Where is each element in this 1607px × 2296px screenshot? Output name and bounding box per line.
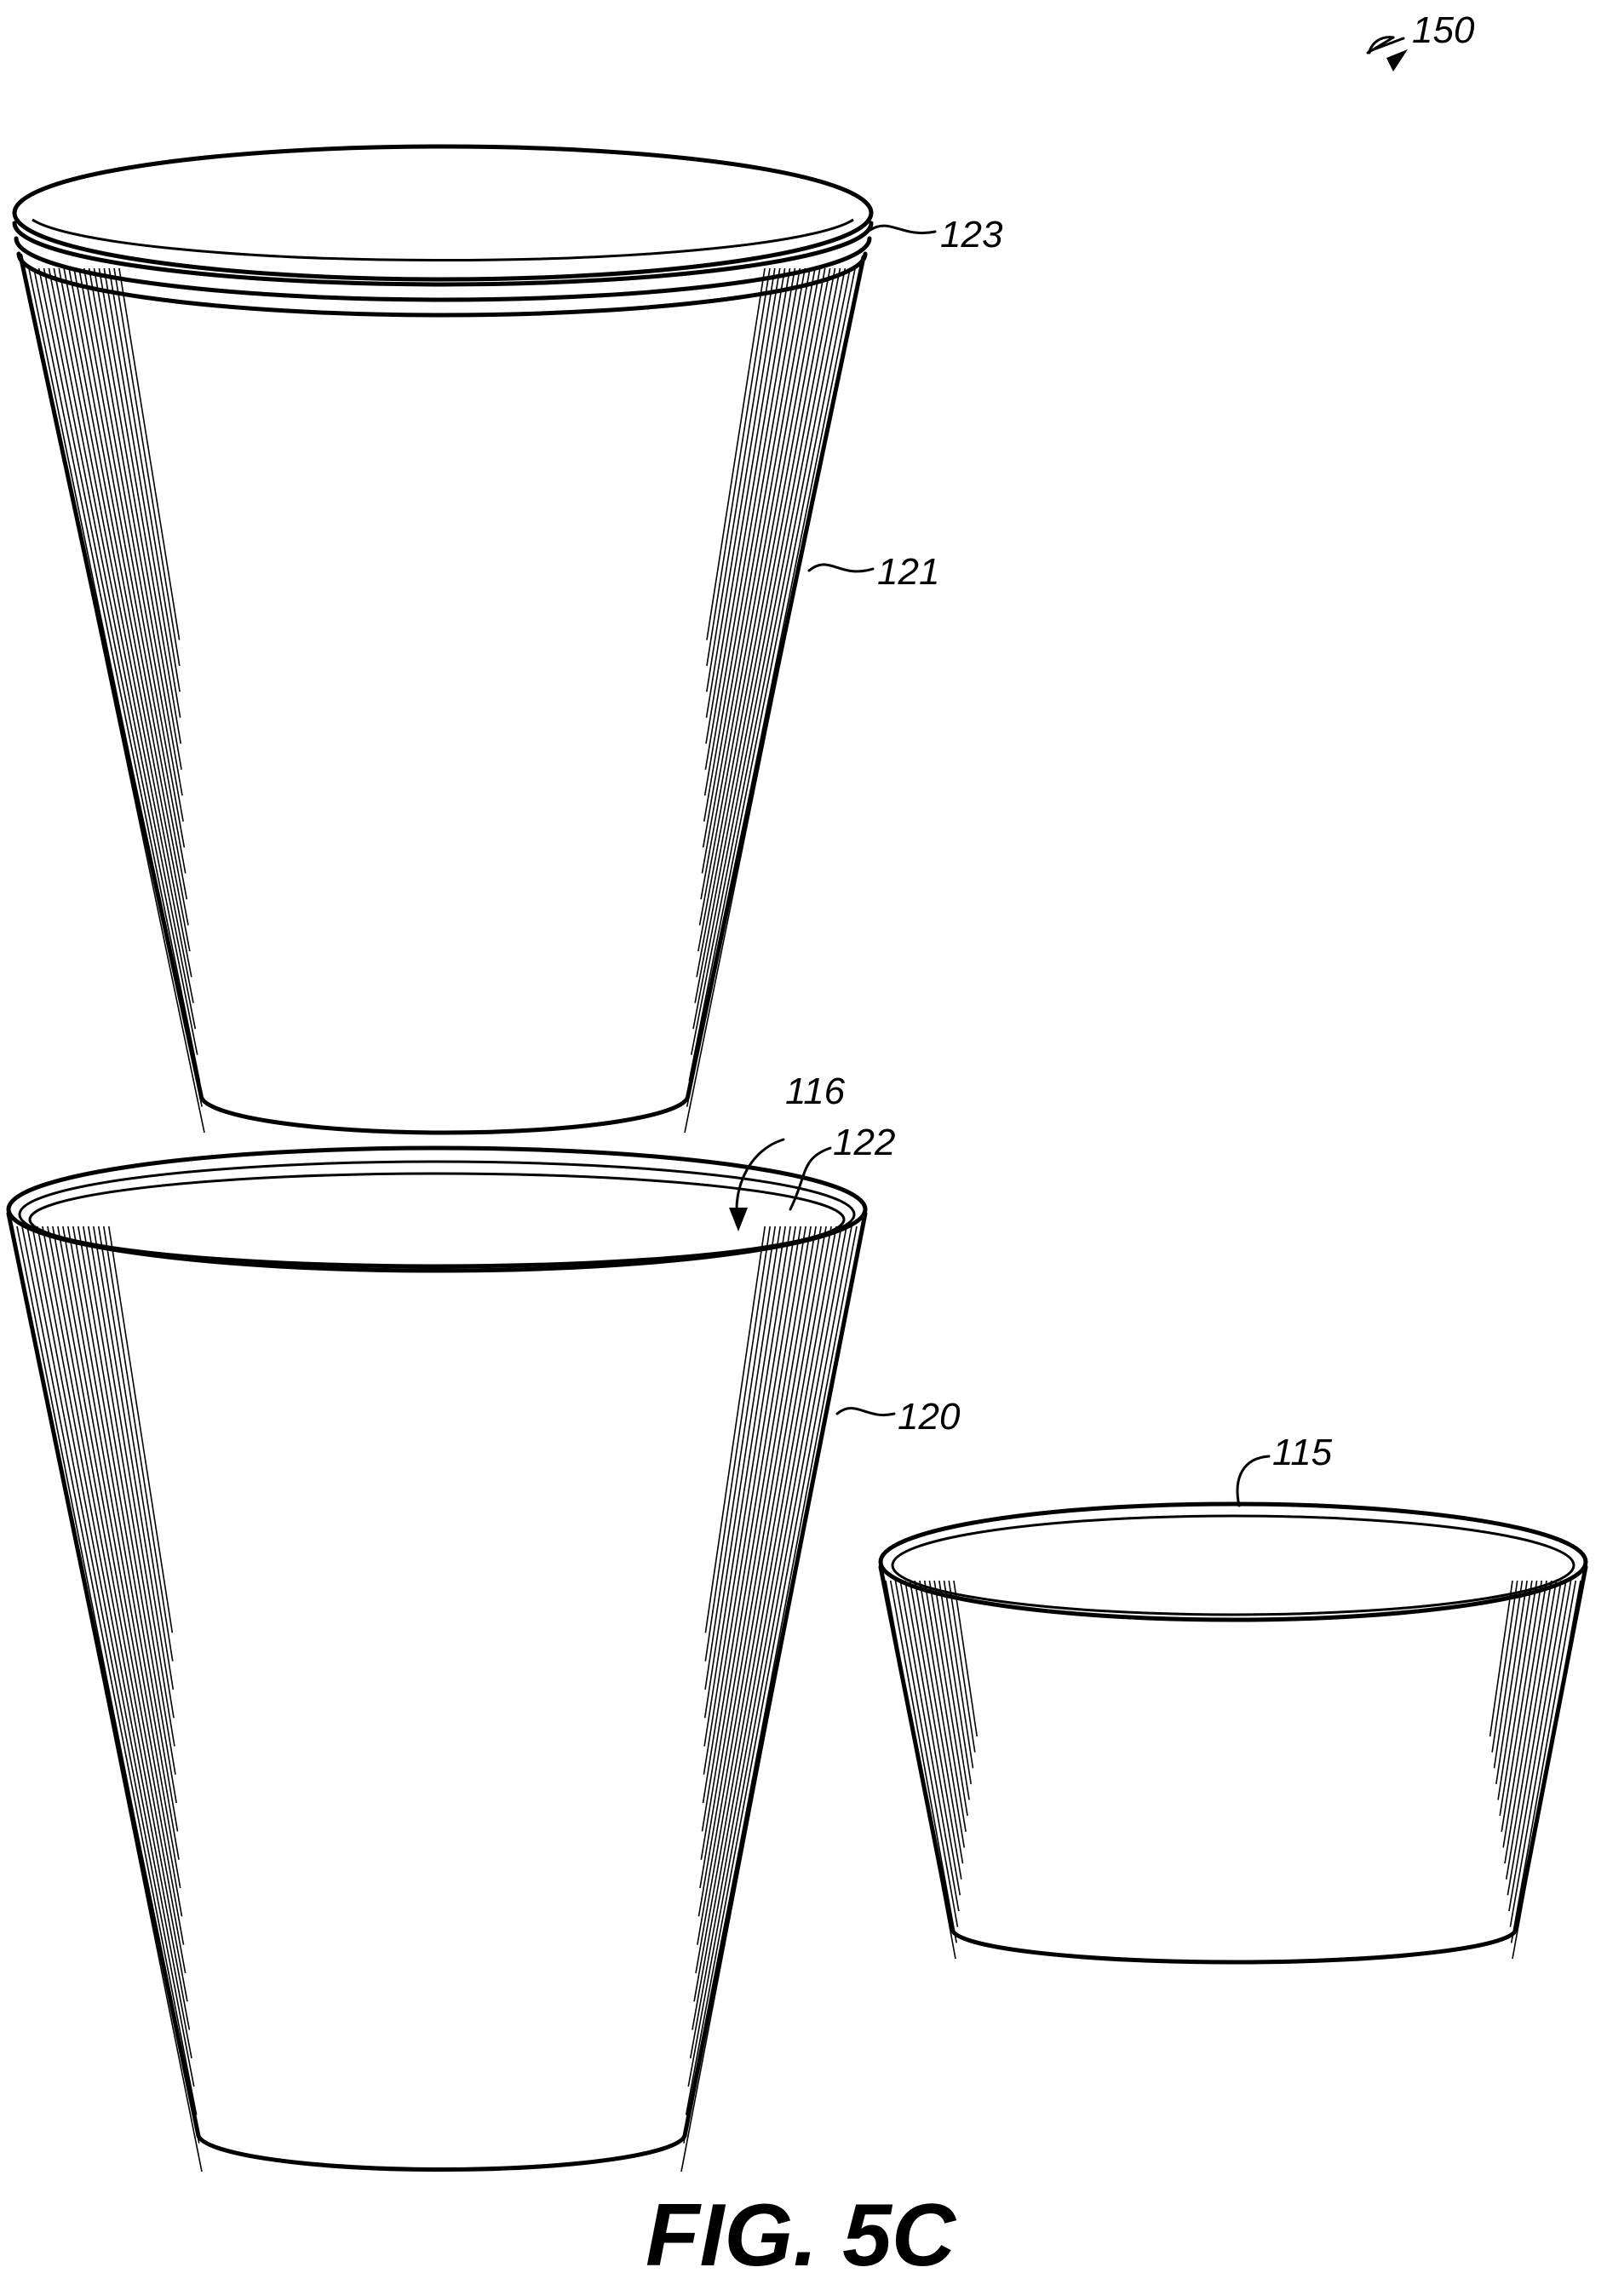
bowl-base [952,1929,1516,1962]
upper-cup-left-wall [20,255,201,1095]
shading-stroke [697,268,830,977]
shading-stroke [1490,1581,1512,1736]
bowl [881,1504,1586,1962]
shading-stroke [705,268,789,770]
shading-stroke [707,268,765,640]
lower-cup-rim-ring-2 [30,1174,844,1266]
shading-stroke [688,1226,847,2086]
shading-stroke [705,1226,781,1718]
shading-stroke [698,268,825,951]
lower-cup [9,1148,865,2172]
shading-stroke [692,268,846,1055]
shading-stroke [49,268,193,1003]
shading-stroke [934,1581,969,1800]
bowl-shading [886,1581,1581,1959]
bowl-rim-outer [881,1504,1586,1620]
label-122: 122 [833,1122,895,1163]
shading-stroke [73,1226,178,1831]
label-115: 115 [1272,1432,1333,1473]
shading-stroke [703,1226,796,1803]
shading-stroke [701,1226,806,1860]
shading-stroke [696,1226,826,1973]
shading-stroke [99,1226,174,1690]
shading-stroke [706,268,779,718]
upper-cup-shading [24,268,860,1133]
upper-cup-inner-rim [32,220,853,261]
shading-stroke [703,1226,790,1775]
figure-title: FIG. 5C [646,2186,957,2285]
upper-cup-base [201,1095,688,1133]
lower-cup-left-wall [9,1214,198,2136]
shading-stroke [69,268,187,899]
arrow-116-head [729,1208,748,1231]
leader-115 [1237,1456,1269,1506]
shading-stroke [104,1226,173,1662]
lower-cup-base [198,2136,685,2170]
shading-stroke [698,1226,816,1916]
leader-123 [870,226,935,233]
shading-stroke [53,1226,184,1945]
label-123: 123 [940,214,1003,255]
shading-stroke [79,268,185,847]
shading-stroke [39,268,198,1055]
shading-stroke [27,1226,194,2086]
shading-stroke [1498,1581,1532,1800]
shading-stroke [954,1581,977,1736]
shading-stroke [707,268,775,692]
arrow-150-head [1386,49,1408,72]
upper-cup-rim-band-1 [14,223,871,284]
shading-stroke [109,1226,173,1633]
label-116: 116 [785,1071,846,1112]
label-120: 120 [898,1396,961,1438]
leader-120 [837,1409,894,1415]
shading-stroke [693,268,840,1029]
upper-cup [14,146,871,1133]
label-121: 121 [877,551,939,593]
shading-stroke [1509,1581,1566,1911]
lower-cup-shading [12,1226,862,2172]
shading-stroke [701,268,815,899]
shading-stroke [89,268,182,795]
leader-121 [809,565,873,571]
shading-stroke [34,268,200,1081]
bowl-rim-inner [892,1516,1574,1615]
shading-stroke [900,1581,959,1911]
shading-stroke [703,268,806,847]
label-150: 150 [1412,9,1475,51]
shading-stroke [78,1226,176,1803]
shading-stroke [32,1226,192,2058]
shading-stroke [94,1226,174,1718]
